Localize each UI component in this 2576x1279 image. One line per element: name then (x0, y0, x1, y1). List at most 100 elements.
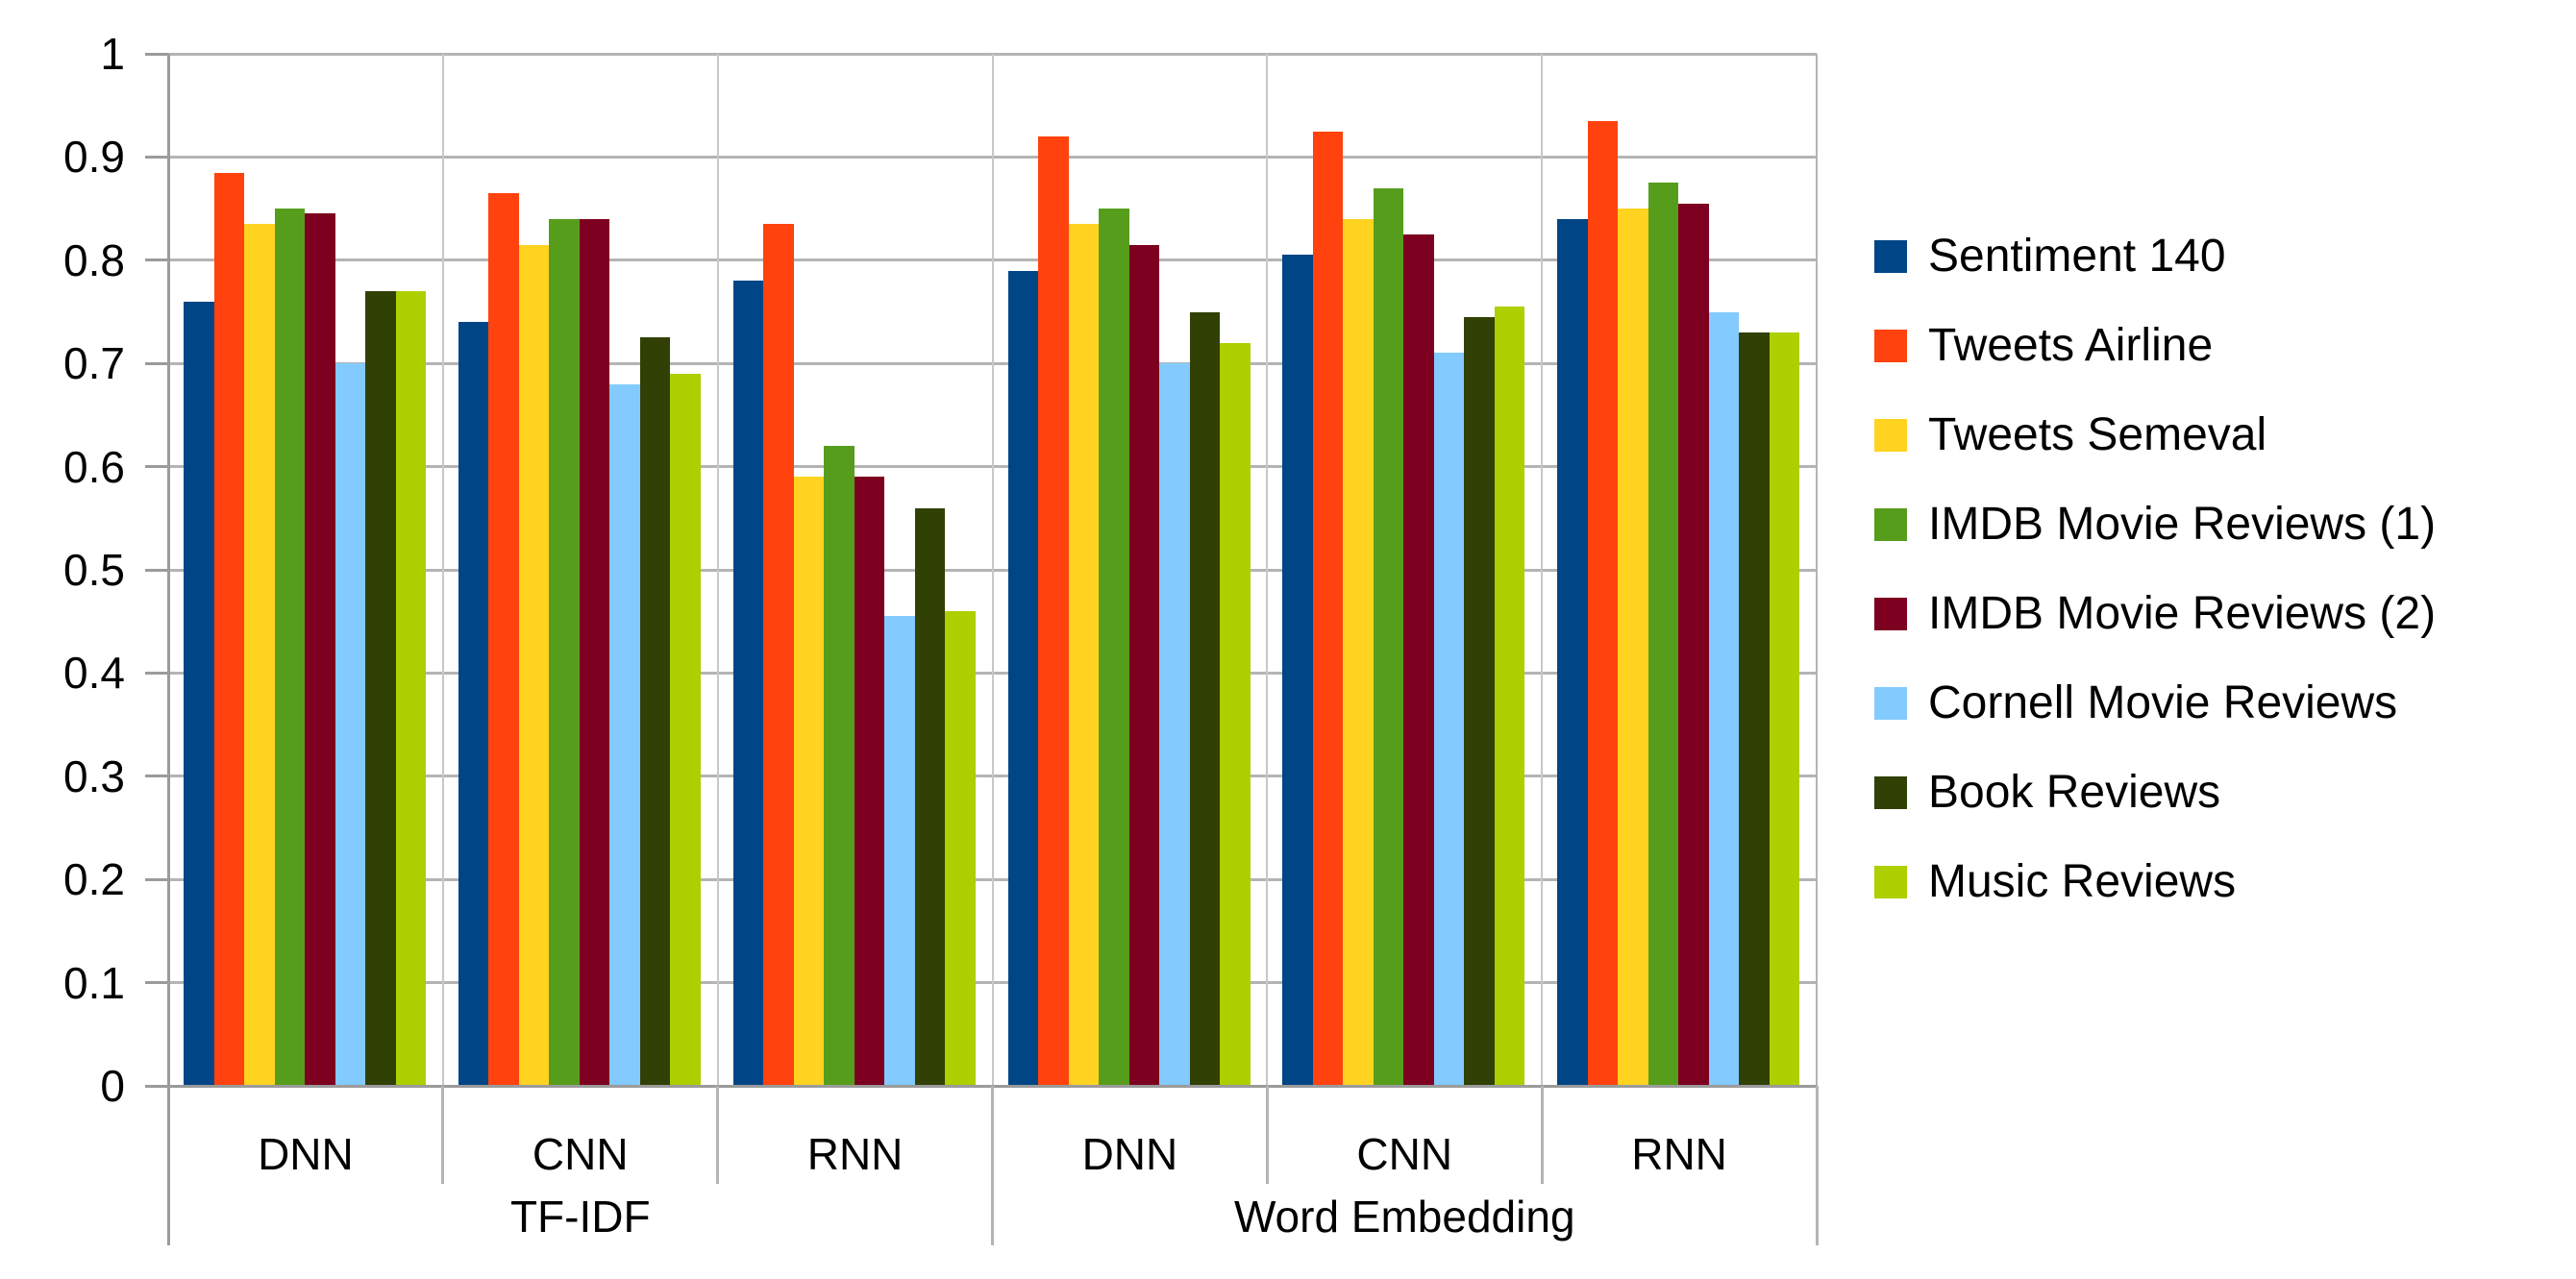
x-label-model: CNN (1356, 1129, 1453, 1179)
x-label-model: DNN (258, 1129, 354, 1179)
bar-imdb-movie-reviews-1- (1099, 209, 1129, 1086)
gridline-vertical (1266, 54, 1269, 1086)
bar-sentiment-140 (1557, 218, 1588, 1086)
x-axis-separator-model (1265, 1086, 1269, 1184)
bar-music-reviews (395, 291, 426, 1086)
bar-imdb-movie-reviews-2- (1128, 244, 1159, 1086)
legend-swatch-icon (1874, 687, 1907, 720)
legend-swatch-icon (1874, 598, 1907, 630)
gridline-vertical (441, 54, 444, 1086)
legend-item: Book Reviews (1874, 770, 2220, 816)
y-axis-tick (145, 465, 168, 469)
bar-book-reviews (1739, 332, 1770, 1086)
bar-imdb-movie-reviews-2- (1678, 203, 1709, 1086)
bar-cornell-movie-reviews (1708, 311, 1740, 1086)
legend-swatch-icon (1874, 240, 1907, 273)
y-axis-tick (145, 775, 168, 778)
legend-swatch-icon (1874, 330, 1907, 362)
bar-sentiment-140 (184, 301, 214, 1086)
bar-sentiment-140 (1282, 255, 1313, 1086)
x-axis-line (145, 1084, 1817, 1088)
bar-imdb-movie-reviews-2- (854, 477, 885, 1086)
bar-imdb-movie-reviews-1- (824, 446, 855, 1086)
y-tick-label: 0.7 (63, 338, 125, 389)
y-tick-label: 0.3 (63, 750, 125, 801)
bar-book-reviews (914, 507, 946, 1086)
legend-swatch-icon (1874, 419, 1907, 452)
legend-label: Music Reviews (1928, 856, 2237, 907)
bar-music-reviews (1769, 332, 1800, 1086)
y-axis-tick (145, 52, 168, 56)
y-axis-tick (145, 361, 168, 365)
bar-cornell-movie-reviews (1433, 353, 1465, 1086)
bar-imdb-movie-reviews-1- (549, 218, 580, 1086)
plot-right-border (1816, 54, 1818, 1086)
bar-book-reviews (1464, 316, 1495, 1086)
gridline-vertical (1541, 54, 1544, 1086)
bar-tweets-airline (1038, 135, 1069, 1086)
legend-swatch-icon (1874, 866, 1907, 898)
bar-cornell-movie-reviews (884, 616, 915, 1086)
bar-book-reviews (365, 291, 396, 1086)
legend-label: Sentiment 140 (1928, 231, 2226, 282)
gridline-vertical (991, 54, 994, 1086)
x-axis-separator-feature (991, 1086, 994, 1245)
legend-item: Tweets Airline (1874, 323, 2213, 369)
bar-tweets-semeval (1068, 224, 1099, 1086)
legend-label: IMDB Movie Reviews (1) (1928, 499, 2437, 550)
y-tick-label: 0.9 (63, 132, 125, 183)
bar-cornell-movie-reviews (334, 363, 365, 1086)
bar-imdb-movie-reviews-2- (1403, 234, 1434, 1086)
legend-item: IMDB Movie Reviews (1) (1874, 502, 2436, 548)
legend-swatch-icon (1874, 508, 1907, 541)
bar-cornell-movie-reviews (609, 383, 640, 1086)
bar-tweets-semeval (793, 477, 825, 1086)
y-tick-label: 0.8 (63, 234, 125, 285)
y-axis-tick (145, 877, 168, 881)
legend-item: IMDB Movie Reviews (2) (1874, 591, 2436, 637)
legend-item: Music Reviews (1874, 859, 2236, 905)
legend-label: Cornell Movie Reviews (1928, 677, 2398, 728)
y-axis-tick (145, 258, 168, 262)
y-tick-label: 0.2 (63, 854, 125, 905)
x-axis-separator-model (1540, 1086, 1544, 1184)
bar-sentiment-140 (732, 281, 764, 1086)
bar-sentiment-140 (1007, 270, 1038, 1086)
bar-imdb-movie-reviews-1- (274, 209, 305, 1086)
y-tick-label: 0.5 (63, 545, 125, 595)
x-label-feature: TF-IDF (509, 1192, 651, 1242)
legend-item: Cornell Movie Reviews (1874, 680, 2397, 726)
bar-tweets-semeval (244, 224, 275, 1086)
bar-tweets-semeval (1618, 209, 1648, 1086)
legend-item: Tweets Semeval (1874, 412, 2266, 458)
y-axis-tick (145, 568, 168, 572)
x-label-model: RNN (1631, 1129, 1727, 1179)
y-tick-label: 0 (100, 1061, 125, 1111)
bar-music-reviews (945, 610, 976, 1086)
legend-item: Sentiment 140 (1874, 234, 2226, 280)
bar-imdb-movie-reviews-1- (1647, 183, 1679, 1086)
bar-imdb-movie-reviews-2- (579, 218, 610, 1086)
x-label-model: DNN (1081, 1129, 1178, 1179)
x-label-model: CNN (532, 1129, 629, 1179)
x-axis-separator-model (441, 1086, 445, 1184)
bar-tweets-semeval (518, 244, 550, 1086)
y-tick-label: 0.6 (63, 441, 125, 492)
y-tick-label: 1 (100, 29, 125, 79)
x-axis-separator-model (716, 1086, 720, 1184)
legend-label: Tweets Semeval (1928, 409, 2267, 460)
y-axis-tick (145, 981, 168, 985)
legend-label: Tweets Airline (1928, 320, 2214, 371)
bar-book-reviews (639, 337, 671, 1086)
y-tick-label: 0.4 (63, 648, 125, 699)
y-axis-tick (145, 671, 168, 675)
y-axis-line (166, 54, 170, 1245)
bar-tweets-airline (1587, 120, 1619, 1086)
bar-tweets-airline (213, 172, 244, 1086)
bar-tweets-airline (763, 224, 794, 1086)
legend-label: Book Reviews (1928, 767, 2221, 818)
bar-tweets-semeval (1343, 218, 1374, 1086)
bar-tweets-airline (488, 192, 519, 1086)
bar-imdb-movie-reviews-2- (305, 213, 335, 1086)
